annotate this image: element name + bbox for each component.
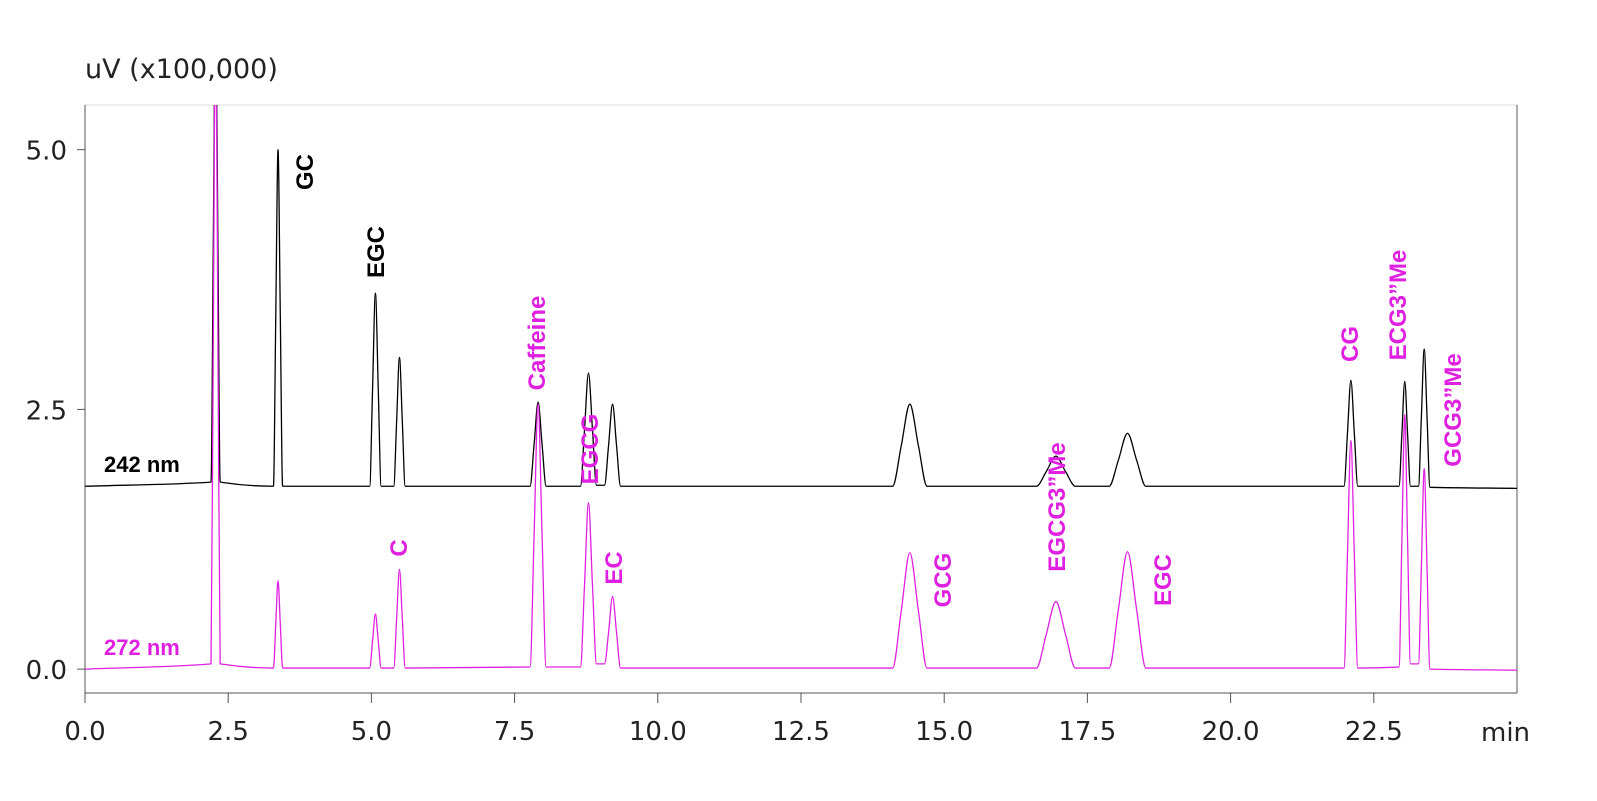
y-axis-label: uV (x100,000) — [85, 54, 278, 85]
y-tick-label: 0.0 — [26, 656, 67, 686]
x-tick-label: 15.0 — [915, 717, 973, 747]
series-label: 242 nm — [104, 452, 180, 477]
peak-label: GC — [292, 154, 319, 190]
x-tick-label: 17.5 — [1058, 717, 1116, 747]
x-tick-label: 7.5 — [494, 717, 535, 747]
x-tick-label: 10.0 — [629, 717, 687, 747]
peak-label: EGC — [363, 226, 390, 278]
x-tick-label: 20.0 — [1202, 717, 1260, 747]
peak-label: EC — [601, 551, 628, 584]
trace-line — [85, 105, 1517, 671]
peak-label: EGCG — [577, 414, 604, 485]
peak-label: EGC — [1150, 554, 1177, 606]
trace-line — [85, 105, 1517, 489]
x-tick-label: 5.0 — [351, 717, 392, 747]
traces — [85, 105, 1517, 671]
x-axis-label: min — [1481, 718, 1530, 748]
x-tick-label: 12.5 — [772, 717, 830, 747]
peak-label: CG — [1337, 326, 1364, 362]
x-tick-label: 0.0 — [64, 717, 105, 747]
peak-label: GCG3”Me — [1440, 353, 1467, 466]
y-tick-label: 5.0 — [26, 137, 67, 167]
x-tick-label: 2.5 — [208, 717, 249, 747]
x-tick-label: 22.5 — [1345, 717, 1403, 747]
peak-label: Caffeine — [524, 296, 551, 391]
peak-label: EGCG3”Me — [1044, 442, 1071, 571]
y-tick-label: 2.5 — [26, 396, 67, 426]
peak-label: C — [386, 539, 413, 556]
peak-label: GCG — [930, 553, 957, 608]
series-label: 272 nm — [104, 635, 180, 660]
peak-label: ECG3”Me — [1385, 250, 1412, 361]
